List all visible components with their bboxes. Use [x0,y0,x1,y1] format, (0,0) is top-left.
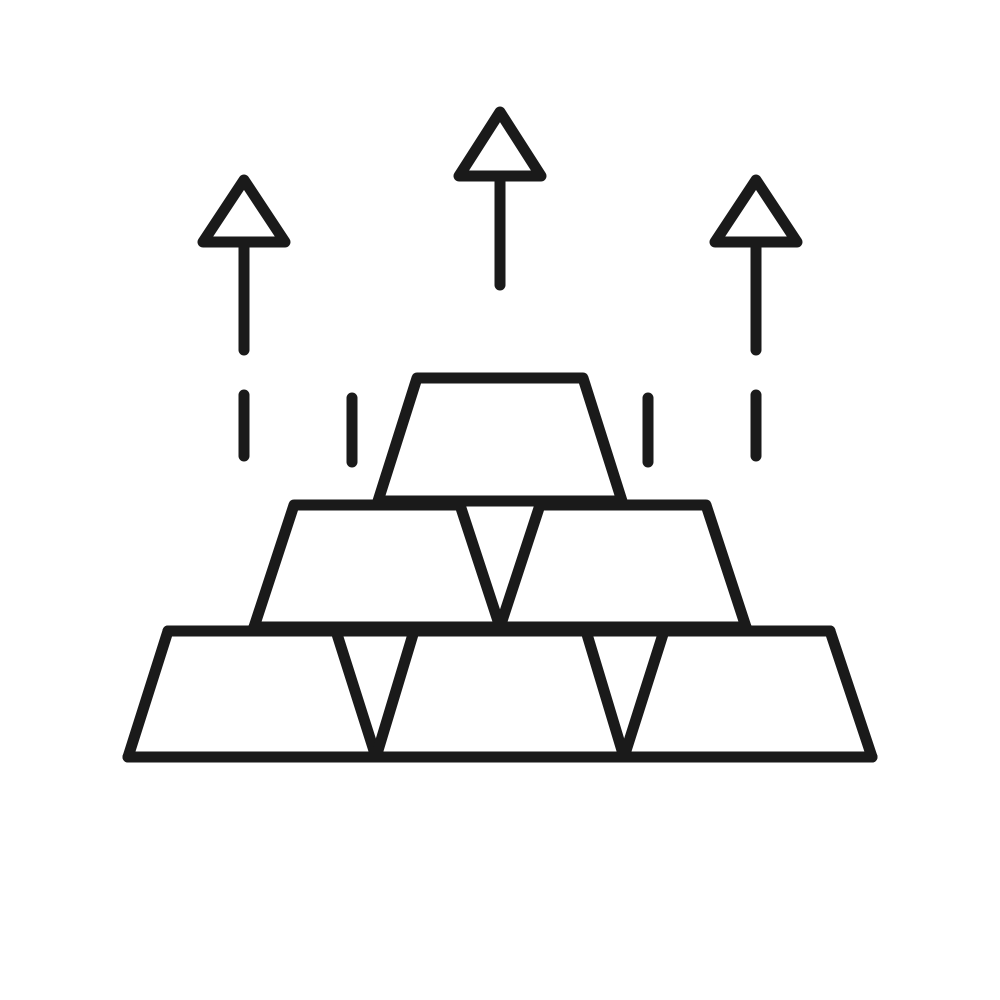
gold-bar-stack [122,372,878,763]
gold-bar-bottom-right [618,625,878,763]
gold-bar-middle-left [248,499,506,633]
gold-bar-middle-right [494,499,752,633]
up-arrow-right-icon [709,174,803,356]
gold-bar-bottom-left [122,625,382,763]
gold-bar-top [372,372,628,507]
up-arrow-left-icon [197,174,291,356]
motion-dashes [238,389,762,468]
up-arrow-center-icon [453,106,547,291]
gold-bar-bottom-center [370,625,630,763]
